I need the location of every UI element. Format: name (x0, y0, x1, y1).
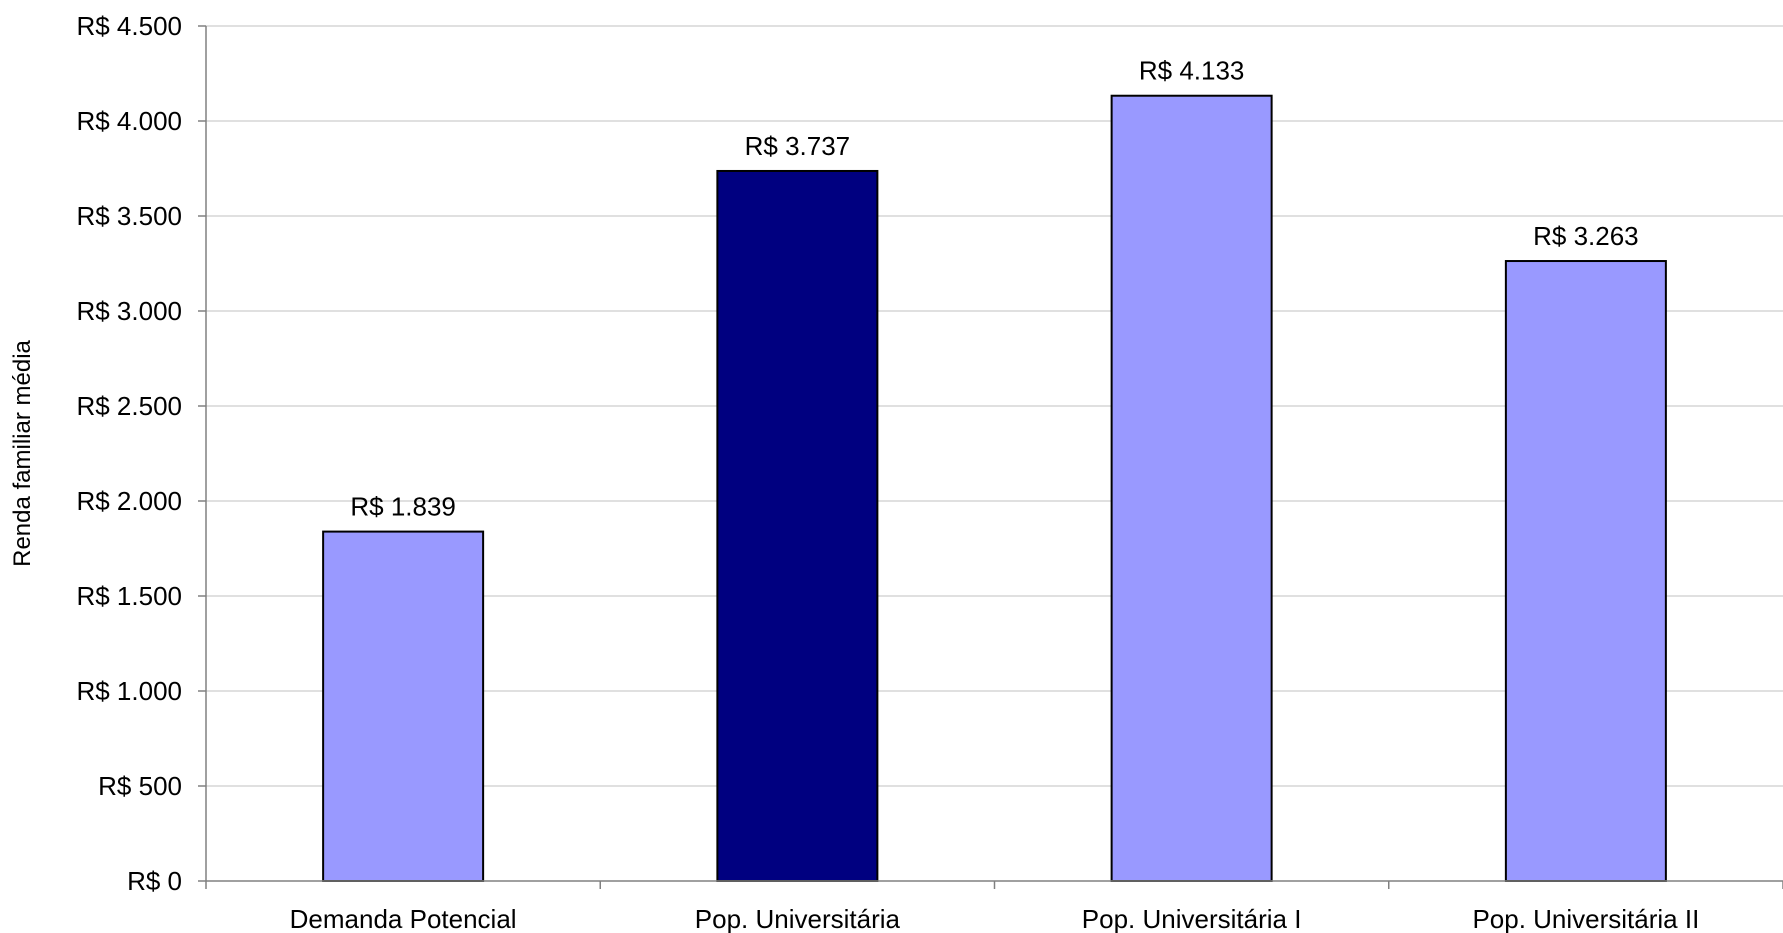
bar (1110, 94, 1273, 883)
data-label: R$ 3.263 (1533, 221, 1639, 251)
y-tick-label: R$ 4.500 (76, 11, 182, 41)
labels: R$ 0 R$ 500 R$ 1.000 R$ 1.500 R$ 2.000 R$ 2.5… (76, 11, 1699, 933)
data-label: R$ 4.133 (1139, 56, 1245, 86)
y-tick-label: R$ 1.000 (76, 676, 182, 706)
y-tick-label: R$ 500 (98, 771, 182, 801)
bars (322, 94, 1667, 883)
x-tick-label: Pop. Universitária (695, 904, 901, 933)
x-tick-label: Pop. Universitária I (1082, 904, 1302, 933)
y-tick-label: R$ 2.500 (76, 391, 182, 421)
y-tick-label: R$ 2.000 (76, 486, 182, 516)
data-label: R$ 3.737 (745, 131, 851, 161)
y-axis-title: Renda familiar média (9, 339, 36, 566)
x-tick-label: Pop. Universitária II (1472, 904, 1699, 933)
x-tick-label: Demanda Potencial (290, 904, 517, 933)
y-tick-label: R$ 1.500 (76, 581, 182, 611)
bar (1504, 260, 1667, 882)
y-tick-label: R$ 3.000 (76, 296, 182, 326)
bar (716, 169, 879, 883)
y-tick-label: R$ 0 (127, 866, 182, 896)
axes (198, 25, 1783, 889)
y-tick-label: R$ 3.500 (76, 201, 182, 231)
bar (322, 530, 485, 883)
y-tick-label: R$ 4.000 (76, 106, 182, 136)
data-label: R$ 1.839 (350, 492, 456, 522)
